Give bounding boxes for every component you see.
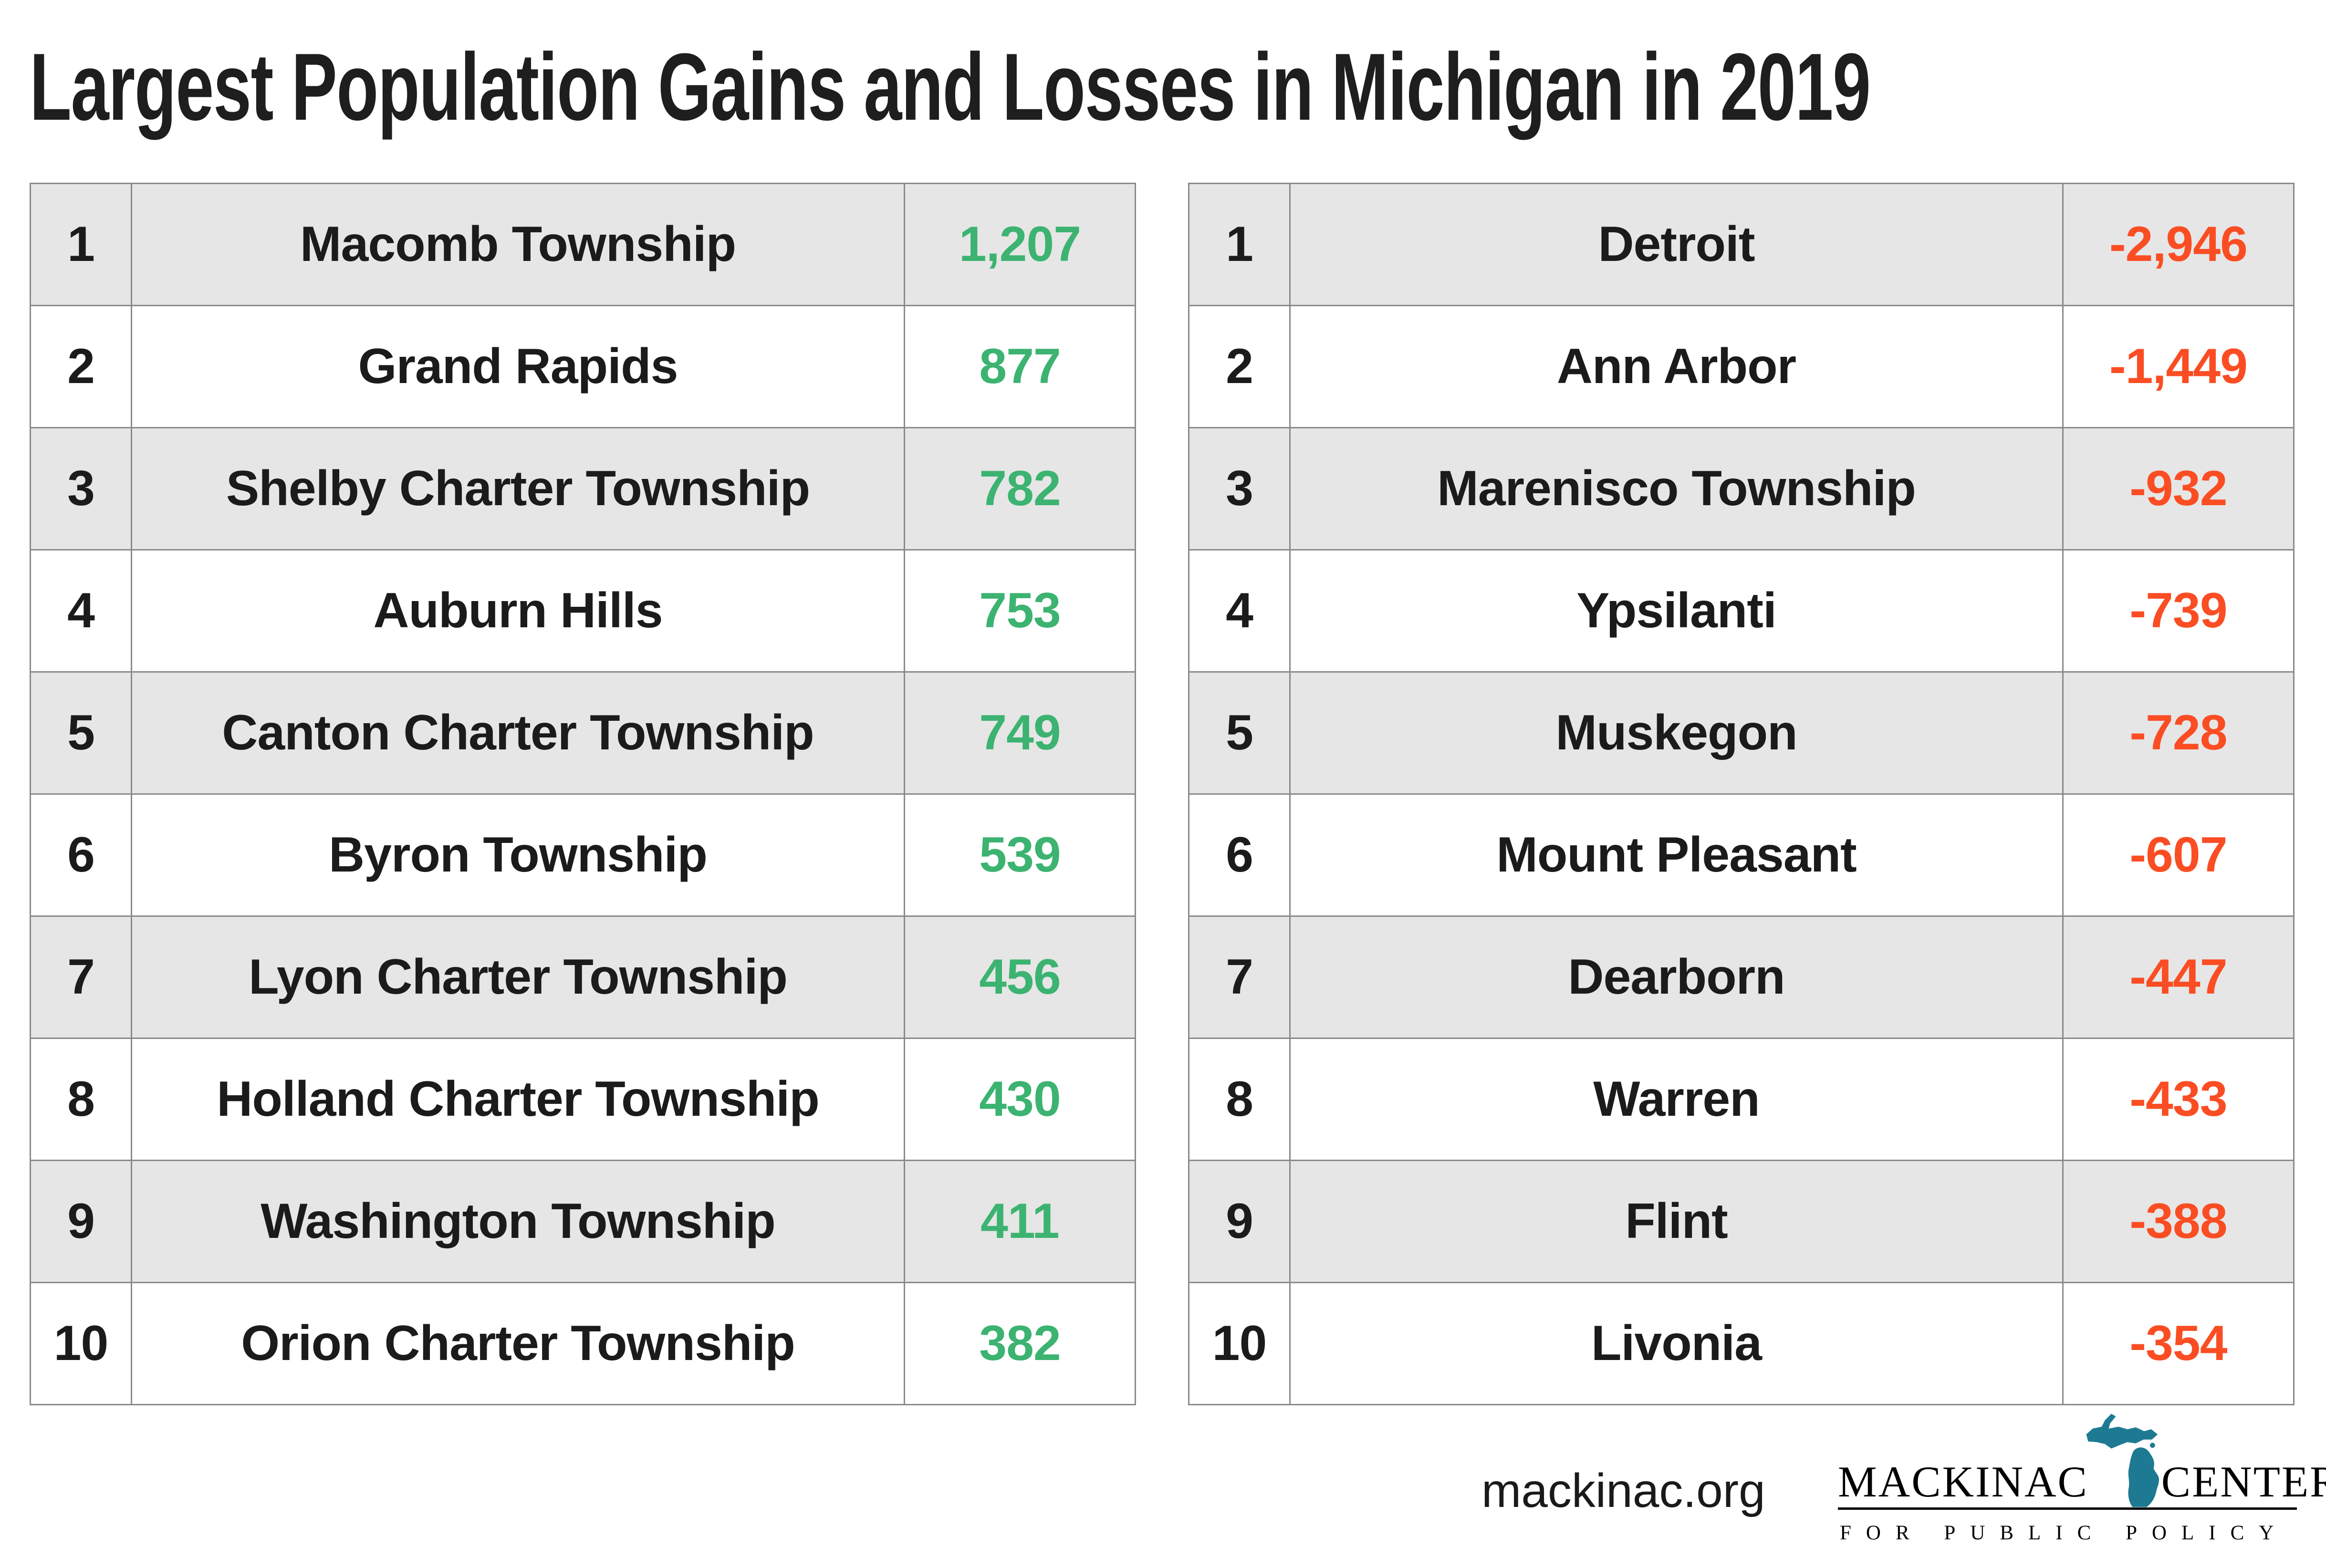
logo-word-mackinac: MACKINAC — [1838, 1457, 2088, 1506]
rank-cell: 3 — [1189, 428, 1291, 550]
rank-cell: 6 — [1189, 795, 1291, 917]
table-row: 1 Macomb Township 1,207 — [31, 184, 1136, 306]
table-row: 2 Ann Arbor -1,449 — [1189, 306, 2295, 428]
municipality-cell: Warren — [1291, 1039, 2064, 1161]
municipality-cell: Washington Township — [132, 1161, 905, 1283]
municipality-cell: Detroit — [1291, 184, 2064, 306]
losses-table: 1 Detroit -2,946 2 Ann Arbor -1,449 3 Ma… — [1188, 183, 2295, 1405]
value-cell: -739 — [2064, 550, 2295, 673]
logo-tagline: FOR PUBLIC POLICY — [1840, 1522, 2289, 1544]
value-cell: -354 — [2064, 1283, 2295, 1405]
page-title: Largest Population Gains and Losses in M… — [30, 34, 1871, 140]
gains-table: 1 Macomb Township 1,207 2 Grand Rapids 8… — [30, 183, 1136, 1405]
value-cell: -932 — [2064, 428, 2295, 550]
table-row: 8 Holland Charter Township 430 — [31, 1039, 1136, 1161]
rank-cell: 5 — [1189, 673, 1291, 795]
value-cell: -2,946 — [2064, 184, 2295, 306]
value-cell: 753 — [905, 550, 1136, 673]
table-row: 6 Byron Township 539 — [31, 795, 1136, 917]
rank-cell: 7 — [1189, 917, 1291, 1039]
table-row: 1 Detroit -2,946 — [1189, 184, 2295, 306]
table-row: 6 Mount Pleasant -607 — [1189, 795, 2295, 917]
rank-cell: 2 — [1189, 306, 1291, 428]
municipality-cell: Ypsilanti — [1291, 550, 2064, 673]
municipality-cell: Livonia — [1291, 1283, 2064, 1405]
table-row: 9 Washington Township 411 — [31, 1161, 1136, 1283]
municipality-cell: Dearborn — [1291, 917, 2064, 1039]
table-row: 4 Ypsilanti -739 — [1189, 550, 2295, 673]
municipality-cell: Holland Charter Township — [132, 1039, 905, 1161]
municipality-cell: Macomb Township — [132, 184, 905, 306]
municipality-cell: Muskegon — [1291, 673, 2064, 795]
table-row: 7 Dearborn -447 — [1189, 917, 2295, 1039]
value-cell: -728 — [2064, 673, 2295, 795]
value-cell: -607 — [2064, 795, 2295, 917]
rank-cell: 1 — [31, 184, 132, 306]
value-cell: 749 — [905, 673, 1136, 795]
rank-cell: 10 — [1189, 1283, 1291, 1405]
table-row: 10 Livonia -354 — [1189, 1283, 2295, 1405]
table-row: 3 Shelby Charter Township 782 — [31, 428, 1136, 550]
value-cell: 1,207 — [905, 184, 1136, 306]
value-cell: 382 — [905, 1283, 1136, 1405]
municipality-cell: Shelby Charter Township — [132, 428, 905, 550]
value-cell: -1,449 — [2064, 306, 2295, 428]
mackinac-center-logo: MACKINAC CENTER FOR PUBLIC POLICY — [1838, 1411, 2326, 1545]
table-row: 8 Warren -433 — [1189, 1039, 2295, 1161]
rank-cell: 6 — [31, 795, 132, 917]
rank-cell: 2 — [31, 306, 132, 428]
logo-word-center: CENTER — [2161, 1457, 2326, 1506]
michigan-state-icon — [2086, 1413, 2159, 1507]
rank-cell: 3 — [31, 428, 132, 550]
website-text: mackinac.org — [1481, 1464, 1765, 1517]
municipality-cell: Canton Charter Township — [132, 673, 905, 795]
rank-cell: 4 — [31, 550, 132, 673]
logo-rule — [1838, 1507, 2297, 1510]
rank-cell: 4 — [1189, 550, 1291, 673]
value-cell: 877 — [905, 306, 1136, 428]
rank-cell: 8 — [31, 1039, 132, 1161]
rank-cell: 10 — [31, 1283, 132, 1405]
value-cell: -388 — [2064, 1161, 2295, 1283]
value-cell: 782 — [905, 428, 1136, 550]
value-cell: 456 — [905, 917, 1136, 1039]
table-row: 5 Canton Charter Township 749 — [31, 673, 1136, 795]
table-row: 7 Lyon Charter Township 456 — [31, 917, 1136, 1039]
value-cell: -433 — [2064, 1039, 2295, 1161]
municipality-cell: Auburn Hills — [132, 550, 905, 673]
rank-cell: 1 — [1189, 184, 1291, 306]
table-row: 2 Grand Rapids 877 — [31, 306, 1136, 428]
value-cell: 430 — [905, 1039, 1136, 1161]
table-row: 9 Flint -388 — [1189, 1161, 2295, 1283]
table-row: 3 Marenisco Township -932 — [1189, 428, 2295, 550]
table-row: 4 Auburn Hills 753 — [31, 550, 1136, 673]
logo-wordmark: MACKINAC CENTER — [1838, 1411, 2326, 1507]
table-row: 10 Orion Charter Township 382 — [31, 1283, 1136, 1405]
municipality-cell: Orion Charter Township — [132, 1283, 905, 1405]
table-row: 5 Muskegon -728 — [1189, 673, 2295, 795]
municipality-cell: Mount Pleasant — [1291, 795, 2064, 917]
value-cell: 539 — [905, 795, 1136, 917]
municipality-cell: Ann Arbor — [1291, 306, 2064, 428]
municipality-cell: Marenisco Township — [1291, 428, 2064, 550]
municipality-cell: Grand Rapids — [132, 306, 905, 428]
municipality-cell: Byron Township — [132, 795, 905, 917]
value-cell: -447 — [2064, 917, 2295, 1039]
rank-cell: 7 — [31, 917, 132, 1039]
rank-cell: 9 — [31, 1161, 132, 1283]
rank-cell: 9 — [1189, 1161, 1291, 1283]
municipality-cell: Flint — [1291, 1161, 2064, 1283]
municipality-cell: Lyon Charter Township — [132, 917, 905, 1039]
value-cell: 411 — [905, 1161, 1136, 1283]
rank-cell: 5 — [31, 673, 132, 795]
rank-cell: 8 — [1189, 1039, 1291, 1161]
